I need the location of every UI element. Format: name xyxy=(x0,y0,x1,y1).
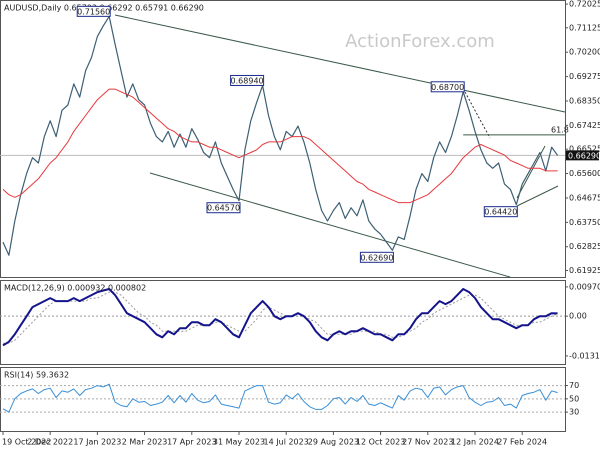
x-tick-label: 29 Aug 2023 xyxy=(308,438,359,447)
y-tick-label: 0.63750 xyxy=(569,218,600,227)
y-tick-label: 30 xyxy=(569,408,579,417)
price-label: 0.68940 xyxy=(231,76,264,85)
x-tick-label: 12 Jan 2024 xyxy=(451,438,499,447)
price-label: 0.62690 xyxy=(360,253,393,262)
series-line xyxy=(3,291,558,344)
watermark: ActionForex.com xyxy=(345,31,495,52)
y-tick-label: -0.013181 xyxy=(569,351,600,360)
last-price-label: 0.66290 xyxy=(568,151,600,160)
series-line xyxy=(2,15,559,256)
macd-panel xyxy=(0,280,566,365)
y-tick-label: 0.69275 xyxy=(569,72,600,81)
price-label-box xyxy=(76,5,111,17)
x-tick-label: 31 May 2023 xyxy=(213,438,265,447)
y-tick-label: 0.00 xyxy=(569,312,587,321)
price-label-box xyxy=(430,81,465,93)
price-label: 0.71560 xyxy=(77,7,110,16)
price-label-box xyxy=(483,206,518,218)
x-tick-label: 17 Apr 2023 xyxy=(167,438,216,447)
channel-upper xyxy=(114,14,566,113)
fib-label: 61.8 xyxy=(551,125,569,134)
price-label-box xyxy=(206,202,241,214)
y-tick-label: 0.67425 xyxy=(569,121,600,130)
panel-title: RSI(14) 59.3632 xyxy=(4,371,69,380)
x-tick-label: 27 Nov 2023 xyxy=(402,438,453,447)
x-tick-label: 17 Jan 2023 xyxy=(73,438,121,447)
rsi-panel xyxy=(0,367,566,432)
channel-lower xyxy=(149,172,511,278)
x-tick-label: 2 Dec 2022 xyxy=(27,438,73,447)
y-tick-label: 0.62825 xyxy=(569,242,600,251)
y-tick-label: 0.70200 xyxy=(569,48,600,57)
y-tick-label: 70 xyxy=(569,381,579,390)
x-tick-label: 2 Mar 2023 xyxy=(122,438,168,447)
y-tick-label: 0.72025 xyxy=(569,0,600,9)
price-label: 0.64570 xyxy=(207,204,240,213)
series-line xyxy=(2,383,558,413)
price-label-box xyxy=(230,74,265,86)
y-tick-label: 0.61925 xyxy=(569,266,600,275)
x-tick-label: 12 Oct 2023 xyxy=(356,438,405,447)
x-tick-label: 27 Feb 2024 xyxy=(497,438,547,447)
y-tick-label: 0.68350 xyxy=(569,97,600,106)
price-label-box xyxy=(359,251,394,263)
y-tick-label: 0.64675 xyxy=(569,193,600,202)
series-line xyxy=(2,88,558,204)
price-panel xyxy=(0,0,566,278)
price-label: 0.64420 xyxy=(484,208,517,217)
price-label: 0.68700 xyxy=(431,83,464,92)
y-tick-label: 0.71125 xyxy=(569,23,600,32)
x-tick-label: 14 Jul 2023 xyxy=(264,438,309,447)
last-price-box xyxy=(566,150,599,161)
dotted-projection xyxy=(464,91,491,139)
triangle-lower xyxy=(516,185,559,207)
y-tick-label: 0.66525 xyxy=(569,145,600,154)
x-tick-label: 19 Oct 2022 xyxy=(2,438,51,447)
y-tick-label: 50 xyxy=(569,394,579,403)
y-tick-label: 0.65600 xyxy=(569,169,600,178)
y-tick-label: 0.009707 xyxy=(569,282,600,291)
series-line xyxy=(2,288,558,347)
panel-title: MACD(12,26,9) 0.000932 0.000802 xyxy=(4,284,146,293)
